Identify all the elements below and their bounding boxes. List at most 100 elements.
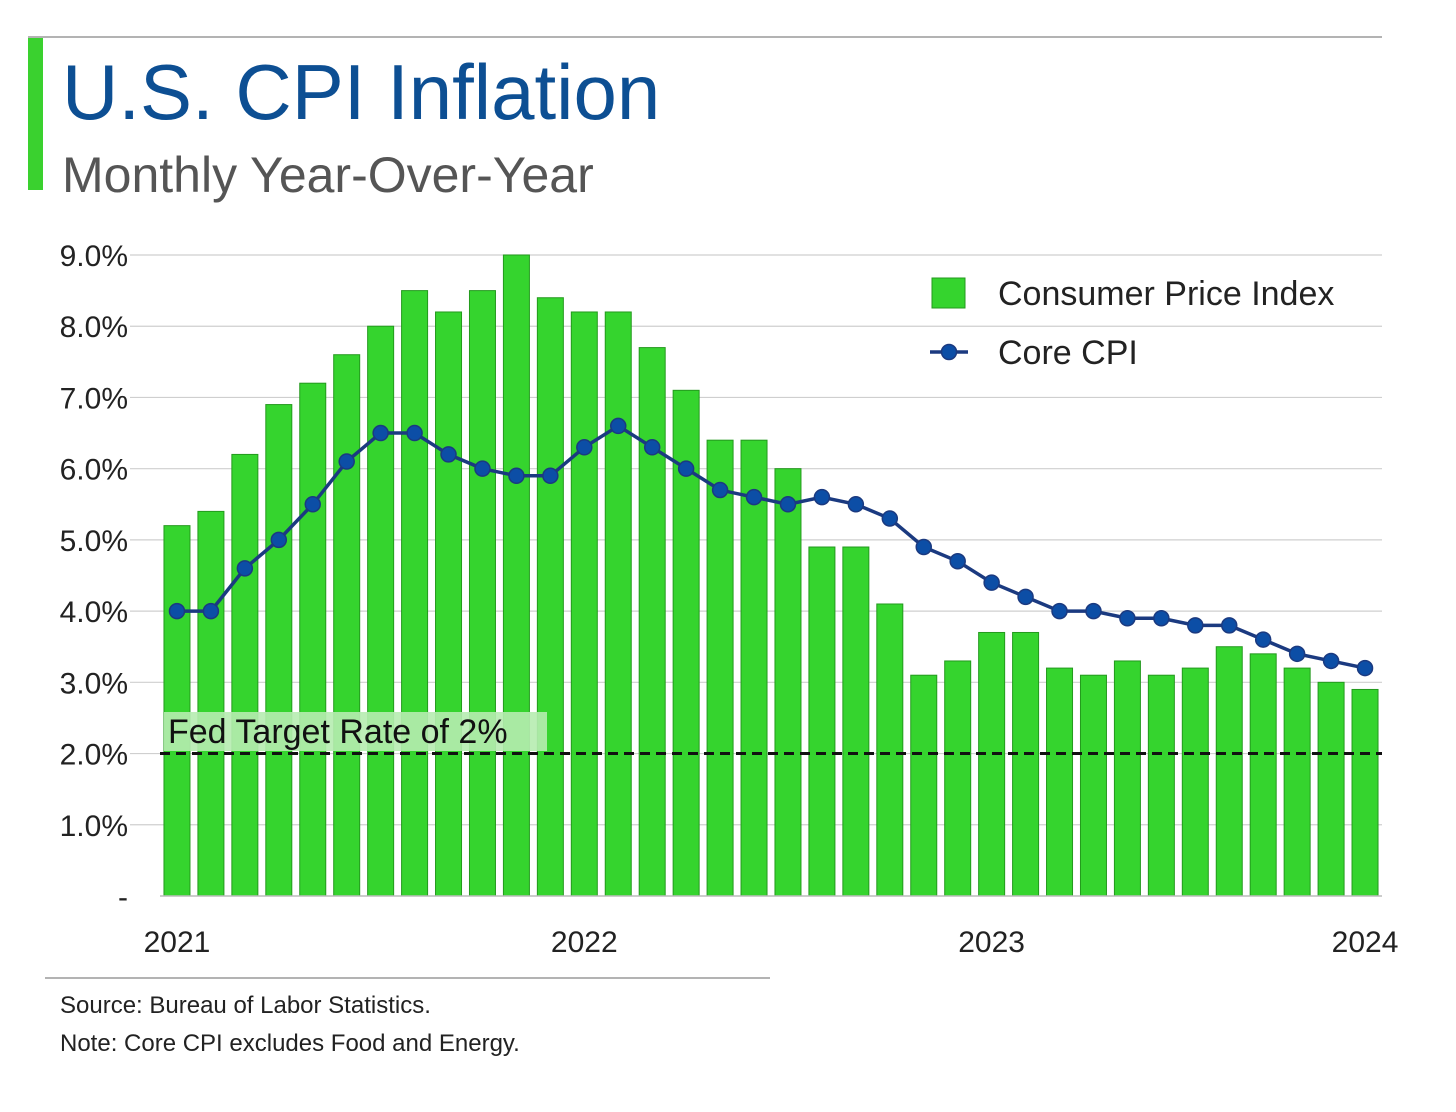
core-cpi-line <box>168 417 1374 677</box>
cpi-bar <box>1215 646 1243 897</box>
cpi-bar <box>978 631 1006 897</box>
cpi-bar <box>1046 667 1074 897</box>
core-cpi-point <box>643 439 661 456</box>
cpi-bar <box>1113 660 1141 897</box>
cpi-bar <box>1317 681 1345 897</box>
core-cpi-point <box>202 602 220 620</box>
cpi-bar <box>706 439 734 897</box>
cpi-bar <box>197 510 225 897</box>
cpi-bar <box>1351 688 1379 897</box>
cpi-bar <box>401 290 429 897</box>
chart-title: U.S. CPI Inflation <box>62 48 660 136</box>
chart-subtitle: Monthly Year-Over-Year <box>62 147 594 203</box>
cpi-bar <box>910 674 938 897</box>
cpi-bar <box>1147 674 1175 897</box>
cpi-bar <box>502 254 530 897</box>
cpi-bar <box>570 311 598 897</box>
core-cpi-point <box>745 488 763 506</box>
core-cpi-point <box>1153 609 1170 627</box>
cpi-bar <box>740 439 768 897</box>
core-cpi-point <box>1187 617 1204 634</box>
core-cpi-point <box>610 417 627 435</box>
fed-target-label: Fed Target Rate of 2% <box>168 713 508 751</box>
y-tick-label: 9.0% <box>60 240 128 273</box>
core-cpi-point <box>372 424 389 442</box>
cpi-bar <box>367 325 395 897</box>
core-cpi-point <box>508 467 525 485</box>
accent-bar <box>28 38 43 190</box>
y-tick-label: - <box>118 881 128 914</box>
y-tick-label: 3.0% <box>60 667 128 700</box>
cpi-bar <box>944 660 972 897</box>
core-cpi-point <box>168 602 186 620</box>
core-cpi-point <box>542 467 559 485</box>
cpi-bar <box>163 525 191 897</box>
cpi-bar <box>299 382 327 897</box>
source-note: Source: Bureau of Labor Statistics. <box>60 992 431 1019</box>
core-cpi-point <box>236 560 254 577</box>
core-cpi-point <box>338 453 355 470</box>
legend-core-label: Core CPI <box>998 334 1138 372</box>
cpi-bars <box>163 254 1379 897</box>
core-cpi-point <box>1288 645 1306 663</box>
core-cpi-point <box>915 538 932 556</box>
cpi-bar <box>1249 653 1277 897</box>
x-tick-label: 2021 <box>144 926 211 959</box>
x-tick-label: 2022 <box>551 926 618 959</box>
y-tick-label: 2.0% <box>60 739 128 772</box>
core-cpi-point <box>813 488 831 506</box>
core-cpi-point <box>1051 602 1068 620</box>
cpi-bar <box>231 453 259 897</box>
cpi-bar <box>333 354 361 897</box>
cpi-bar <box>1012 631 1040 897</box>
y-tick-label: 6.0% <box>60 454 128 487</box>
core-cpi-point <box>1017 588 1034 606</box>
core-cpi-point <box>677 460 695 477</box>
core-cpi-point <box>440 446 457 463</box>
cpi-bar <box>435 311 463 897</box>
x-tick-label: 2024 <box>1332 926 1399 959</box>
core-cpi-point <box>576 439 593 456</box>
y-tick-label: 1.0% <box>60 810 128 843</box>
core-cpi-point <box>779 496 797 513</box>
cpi-bar <box>876 603 904 897</box>
core-cpi-point <box>474 460 491 477</box>
core-cpi-point <box>711 481 729 499</box>
cpi-bar <box>638 347 666 897</box>
fed-target-label-bg <box>164 712 547 751</box>
y-tick-label: 8.0% <box>60 311 128 344</box>
core-cpi-point <box>270 531 288 549</box>
legend: Consumer Price Index Core CPI <box>930 275 1334 372</box>
y-tick-label: 7.0% <box>60 382 128 415</box>
core-cpi-point <box>847 496 865 513</box>
core-cpi-point <box>1221 617 1238 634</box>
core-cpi-point <box>1119 609 1136 627</box>
cpi-bar <box>265 404 293 897</box>
y-tick-label: 4.0% <box>60 596 128 629</box>
legend-cpi-label: Consumer Price Index <box>998 275 1334 313</box>
core-cpi-point <box>881 510 899 527</box>
y-axis: - 1.0% 2.0% 3.0% 4.0% 5.0% 6.0% 7.0% 8.0% 9.0% <box>60 240 128 914</box>
cpi-bar <box>536 297 564 897</box>
cpi-bar <box>842 546 870 897</box>
cpi-bar <box>468 290 496 897</box>
y-tick-label: 5.0% <box>60 525 128 558</box>
core-cpi-point <box>949 553 966 570</box>
core-cpi-point <box>1254 631 1272 648</box>
core-cpi-point <box>406 424 423 442</box>
fed-target: Fed Target Rate of 2% <box>160 712 1382 756</box>
cpi-bar <box>1283 667 1311 897</box>
core-cpi-point <box>304 496 321 513</box>
x-tick-label: 2023 <box>958 926 1025 959</box>
cpi-bar <box>1181 667 1209 897</box>
core-cpi-point <box>1085 602 1102 620</box>
x-axis: 2021 2022 2023 2024 <box>144 926 1399 959</box>
cpi-bar <box>808 546 836 897</box>
cpi-bar <box>1079 674 1107 897</box>
core-note: Note: Core CPI excludes Food and Energy. <box>60 1030 520 1057</box>
core-cpi-point <box>1322 652 1340 670</box>
core-cpi-point <box>983 574 1000 591</box>
cpi-bar <box>774 468 802 897</box>
cpi-bar <box>604 311 632 897</box>
